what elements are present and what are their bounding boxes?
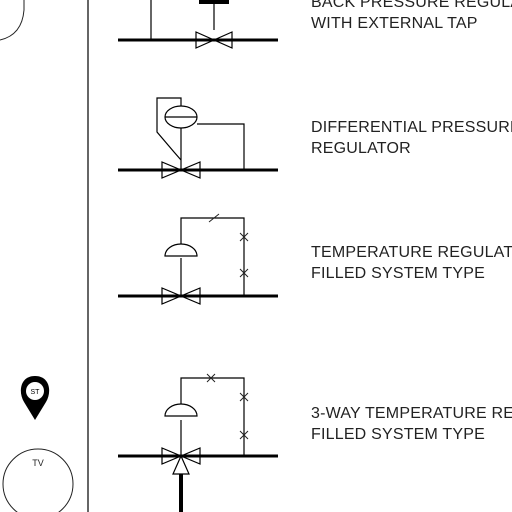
legend-label-three-way-temperature-regulator: 3-WAY TEMPERATURE RE FILLED SYSTEM TYPE — [311, 405, 512, 443]
legend-label-temperature-regulator: TEMPERATURE REGULATOR FILLED SYSTEM TYPE — [311, 244, 512, 282]
marker-label: ST — [31, 389, 41, 396]
partial-circle-top — [0, 0, 25, 41]
differential-pressure-regulator-symbol — [118, 97, 278, 179]
temperature-regulator-symbol — [118, 213, 278, 305]
location-marker-icon: ST — [20, 376, 50, 420]
instrument-circle-label: TV — [32, 458, 44, 468]
back-pressure-regulator-symbol — [118, 0, 278, 49]
legend-label-differential-pressure-regulator: DIFFERENTIAL PRESSURE REGULATOR — [311, 119, 512, 157]
legend-label-back-pressure-regulator: BACK PRESSURE REGULATOR WITH EXTERNAL TA… — [311, 0, 512, 32]
instrument-circle-icon: TV — [2, 448, 74, 512]
three-way-temperature-regulator-symbol — [118, 373, 278, 512]
